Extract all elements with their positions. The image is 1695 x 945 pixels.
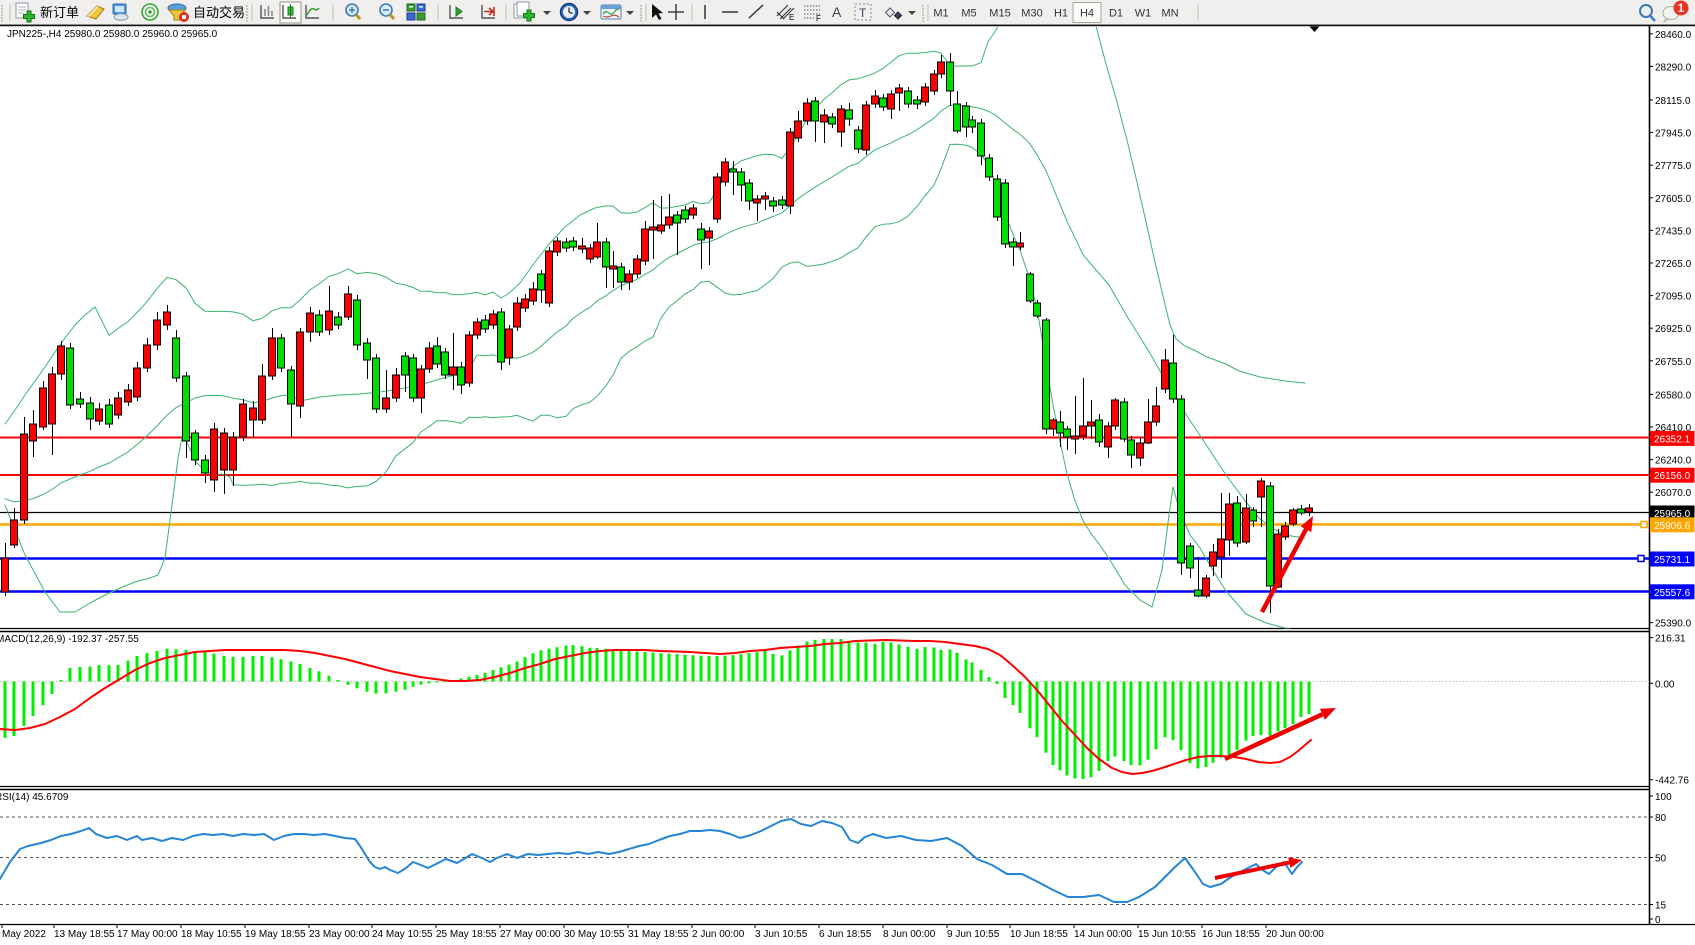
svg-text:27945.0: 27945.0: [1655, 129, 1692, 140]
svg-text:26755.0: 26755.0: [1655, 357, 1692, 368]
svg-text:M15: M15: [989, 8, 1010, 20]
svg-text:26580.0: 26580.0: [1655, 390, 1692, 401]
svg-text:3 Jun 10:55: 3 Jun 10:55: [755, 929, 808, 940]
svg-text:20 Jun 00:00: 20 Jun 00:00: [1266, 929, 1324, 940]
svg-text:27 May 00:00: 27 May 00:00: [500, 929, 561, 940]
svg-text:9 Jun 10:55: 9 Jun 10:55: [947, 929, 1000, 940]
svg-text:27605.0: 27605.0: [1655, 194, 1692, 205]
svg-text:28115.0: 28115.0: [1655, 96, 1691, 107]
svg-text:18 May 10:55: 18 May 10:55: [181, 929, 242, 940]
svg-text:15 Jun 10:55: 15 Jun 10:55: [1138, 929, 1196, 940]
svg-text:25557.6: 25557.6: [1654, 588, 1691, 599]
svg-text:MACD(12,26,9) -192.37 -257.55: MACD(12,26,9) -192.37 -257.55: [0, 634, 139, 645]
svg-text:13 May 18:55: 13 May 18:55: [54, 929, 115, 940]
svg-text:新订单: 新订单: [40, 5, 79, 20]
svg-text:25731.1: 25731.1: [1654, 555, 1691, 566]
svg-text:JPN225-,H4 25980.0 25980.0 25: JPN225-,H4 25980.0 25980.0 25960.0 25965…: [7, 29, 218, 40]
svg-text:1: 1: [1678, 3, 1685, 15]
svg-text:0: 0: [1655, 915, 1661, 926]
svg-text:28460.0: 28460.0: [1655, 30, 1692, 41]
svg-text:216.31: 216.31: [1655, 634, 1686, 645]
svg-text:27265.0: 27265.0: [1655, 259, 1692, 270]
svg-text:50: 50: [1655, 854, 1667, 865]
svg-text:27775.0: 27775.0: [1655, 161, 1692, 172]
svg-text:25965.0: 25965.0: [1654, 509, 1691, 520]
svg-text:15: 15: [1655, 901, 1667, 912]
svg-text:23 May 00:00: 23 May 00:00: [309, 929, 370, 940]
svg-text:17 May 00:00: 17 May 00:00: [117, 929, 178, 940]
svg-text:F: F: [816, 14, 821, 23]
svg-text:M5: M5: [961, 8, 976, 20]
svg-text:14 Jun 00:00: 14 Jun 00:00: [1074, 929, 1132, 940]
svg-text:25390.0: 25390.0: [1655, 619, 1692, 630]
svg-text:0.00: 0.00: [1655, 679, 1675, 690]
svg-text:-442.76: -442.76: [1655, 776, 1689, 787]
svg-text:19 May 18:55: 19 May 18:55: [245, 929, 306, 940]
svg-text:30 May 10:55: 30 May 10:55: [564, 929, 625, 940]
svg-text:16 Jun 18:55: 16 Jun 18:55: [1202, 929, 1260, 940]
svg-text:26352.1: 26352.1: [1654, 434, 1691, 445]
svg-text:6 Jun 18:55: 6 Jun 18:55: [819, 929, 872, 940]
svg-text:May 2022: May 2022: [2, 929, 46, 940]
svg-text:T: T: [859, 6, 867, 20]
svg-text:26156.0: 26156.0: [1654, 471, 1691, 482]
svg-text:2 Jun 00:00: 2 Jun 00:00: [692, 929, 745, 940]
svg-text:D1: D1: [1109, 8, 1123, 20]
svg-text:8 Jun 00:00: 8 Jun 00:00: [883, 929, 936, 940]
svg-text:H1: H1: [1054, 8, 1068, 20]
svg-text:自动交易: 自动交易: [193, 5, 245, 20]
svg-text:A: A: [832, 4, 842, 20]
svg-text:RSI(14) 45.6709: RSI(14) 45.6709: [0, 792, 69, 803]
svg-text:26240.0: 26240.0: [1655, 456, 1692, 467]
svg-text:M30: M30: [1021, 8, 1042, 20]
svg-text:27095.0: 27095.0: [1655, 292, 1692, 303]
svg-text:26925.0: 26925.0: [1655, 324, 1692, 335]
svg-text:W1: W1: [1135, 8, 1152, 20]
svg-text:10 Jun 18:55: 10 Jun 18:55: [1010, 929, 1068, 940]
svg-text:M1: M1: [933, 8, 948, 20]
svg-text:MN: MN: [1161, 8, 1178, 20]
svg-text:100: 100: [1655, 792, 1672, 803]
svg-text:H4: H4: [1080, 8, 1094, 20]
svg-text:25 May 18:55: 25 May 18:55: [436, 929, 497, 940]
svg-text:31 May 18:55: 31 May 18:55: [628, 929, 689, 940]
svg-text:E: E: [789, 13, 794, 22]
svg-text:26410.0: 26410.0: [1655, 423, 1692, 434]
svg-text:26070.0: 26070.0: [1655, 488, 1692, 499]
svg-text:24 May 10:55: 24 May 10:55: [372, 929, 433, 940]
svg-text:28290.0: 28290.0: [1655, 62, 1692, 73]
svg-text:80: 80: [1655, 813, 1667, 824]
svg-text:25906.6: 25906.6: [1654, 521, 1691, 532]
svg-text:27435.0: 27435.0: [1655, 226, 1692, 237]
